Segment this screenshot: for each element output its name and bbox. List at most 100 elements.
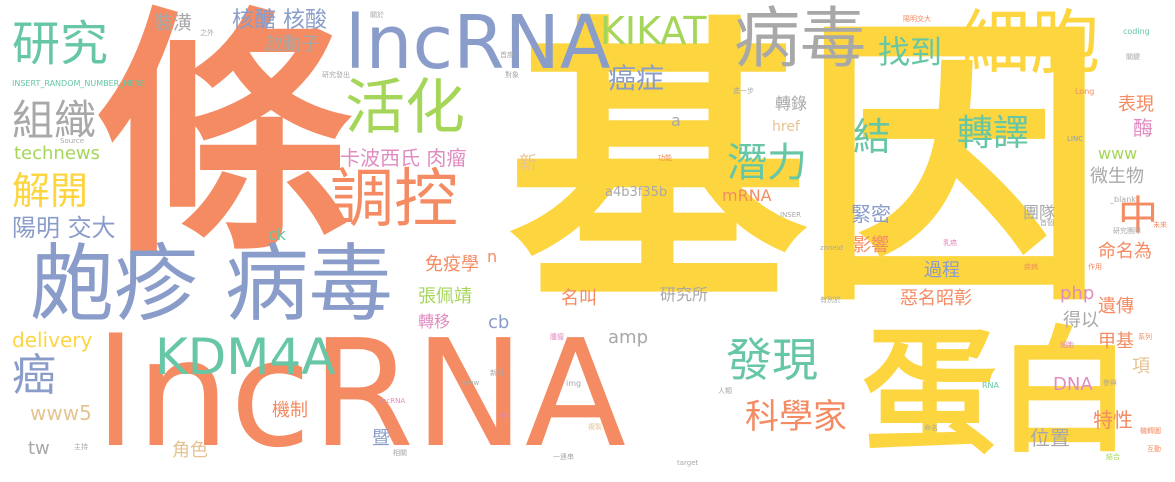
word-php: php: [1060, 283, 1095, 304]
word-guocheng: 過程: [924, 260, 960, 281]
word-tiao: 條: [95, 0, 353, 287]
word-kikat: KIKAT: [600, 9, 707, 53]
word-diaokong: 調控: [330, 163, 458, 237]
word-huohua: 活化: [345, 73, 465, 143]
word-n: n: [487, 247, 498, 266]
word-tiny-21: 系列: [1138, 333, 1152, 341]
word-jie: 結: [853, 115, 892, 159]
word-xin: 新: [519, 153, 537, 174]
word-tiny-linc: LINC: [1067, 135, 1084, 143]
word-tuandui: 團隊: [1023, 203, 1056, 222]
word-tiny-www: www: [462, 379, 480, 387]
word-tiny-27: 關鍵: [1126, 53, 1140, 61]
word-hetang-hesuan: 核醣 核酸: [232, 8, 327, 33]
word-technews: technews: [14, 143, 101, 164]
word-tiny-2: 陽明交大: [903, 15, 931, 23]
word-biaoxian: 表現: [1118, 94, 1154, 115]
word-tiny-source: Source: [60, 137, 85, 145]
word-yanjiu: 研究: [12, 16, 109, 72]
word-zhuangzhen: 裝潢: [154, 12, 193, 34]
word-tiny-28: 研究團隊: [1113, 227, 1141, 235]
word-xiang: 項: [1132, 356, 1150, 377]
word-tiny-4: 對象: [505, 71, 519, 79]
word-lncrna-top: lncRNA: [345, 0, 611, 86]
word-deyi: 得以: [1063, 310, 1099, 331]
word-tiny-insert: INSERT_RANDOM_NUMBER_HERE: [12, 79, 145, 88]
word-cb: cb: [488, 312, 510, 333]
word-zuzhi: 組織: [12, 96, 97, 145]
word-tiny-13: 疾病: [1024, 263, 1038, 271]
word-faxian: 發現: [726, 333, 818, 387]
word-mingmingwei: 命名為: [1098, 241, 1152, 262]
word-ck: ck: [268, 225, 287, 244]
word-dna: DNA: [1053, 374, 1093, 395]
word-jiao: 角色: [172, 440, 208, 461]
word-tiny-10: 命名: [924, 424, 938, 432]
word-jiaji: 甲基: [1098, 331, 1134, 352]
word-qidongzi: 啟動子: [265, 34, 319, 55]
word-www: www: [1098, 144, 1138, 163]
word-tiny-12: 有別於: [820, 296, 841, 304]
word-tiny-14: 細胞: [1060, 341, 1074, 349]
word-tiny-7: 未來: [1153, 221, 1167, 229]
word-qianli: 潛力: [727, 140, 807, 186]
word-tiny-src: src: [500, 411, 511, 419]
word-tiny-inser: INSER: [780, 211, 802, 219]
word-tiny-23: 腫瘤: [550, 333, 564, 341]
word-eming: 惡名昭彰: [900, 288, 972, 309]
word-tiny-rna: RNA: [982, 381, 1000, 390]
word-mianyixue: 免疫學: [425, 254, 479, 275]
word-aizheng: 癌症: [608, 62, 665, 95]
word-tiny-blank: _blank: [1110, 195, 1136, 204]
word-zhuanlu: 轉錄: [775, 94, 808, 113]
word-tiny-16: 機轉圖: [1140, 427, 1161, 435]
word-tiny-1: 關於: [370, 11, 384, 19]
word-xibao: 細胞: [960, 2, 1100, 84]
word-tiny-20: 一連串: [553, 453, 574, 461]
word-tiny-11: 作用: [1088, 263, 1102, 271]
word-a: a: [671, 111, 681, 130]
word-ai: 癌: [12, 350, 56, 401]
word-zhuanyi-mv: 轉移: [418, 312, 451, 331]
word-mei: 酶: [1133, 116, 1153, 140]
word-tiny-9: 乳癌: [943, 239, 957, 247]
word-tiny-6: 進一步: [733, 87, 754, 95]
word-zhong: 中: [1118, 193, 1158, 239]
word-tiny-8: 首個: [1040, 219, 1054, 227]
word-tiny-29: 首度: [500, 51, 514, 59]
word-tiny-25: 相關: [393, 449, 407, 457]
word-tiny-26: 主持: [74, 443, 88, 451]
word-zhangpeijing: 張佩靖: [418, 286, 472, 307]
word-bingdu-top: 病毒: [734, 0, 866, 77]
word-tiny-long: Long: [1075, 87, 1095, 96]
word-ji: 暨: [372, 428, 390, 449]
word-jiyin: 基因: [508, 0, 1104, 342]
word-tiny-24: 參與: [1103, 379, 1117, 387]
word-tiny-30: 之外: [200, 29, 214, 37]
word-weishengwu: 微生物: [1090, 166, 1144, 187]
word-hash: a4b3f35b: [605, 185, 668, 200]
word-jinmi: 緊密: [851, 202, 891, 226]
word-yichuan: 遺傳: [1098, 296, 1134, 317]
word-jizhi: 機制: [272, 400, 308, 421]
word-tiny-3: 研究發出: [322, 71, 350, 79]
word-kabo-rouliu: 卡波西氏 肉瘤: [340, 146, 467, 170]
word-delivery: delivery: [12, 328, 93, 352]
word-tw: tw: [28, 438, 50, 459]
word-lncrna-big: lncRNA: [95, 308, 627, 480]
word-href: href: [772, 119, 800, 135]
word-tiny-22: 新冠: [490, 369, 504, 377]
word-tiny-19: 複製: [588, 423, 602, 431]
word-tiny-17: 結合: [1106, 453, 1120, 461]
word-kdm4a: KDM4A: [155, 328, 336, 386]
word-paozhen-bingdu: 皰疹 病毒: [30, 235, 393, 333]
word-yingxiang: 影響: [853, 235, 889, 256]
word-zhaodao: 找到: [878, 33, 943, 71]
word-amp: amp: [608, 327, 648, 348]
word-mrna: mRNA: [722, 186, 772, 205]
word-tiny-img: img: [566, 379, 582, 388]
word-tiny-target: target: [677, 459, 699, 467]
word-texing: 特性: [1093, 408, 1133, 432]
word-yanjiusuo: 研究所: [660, 285, 709, 304]
word-tiny-18: 人類: [718, 387, 732, 395]
